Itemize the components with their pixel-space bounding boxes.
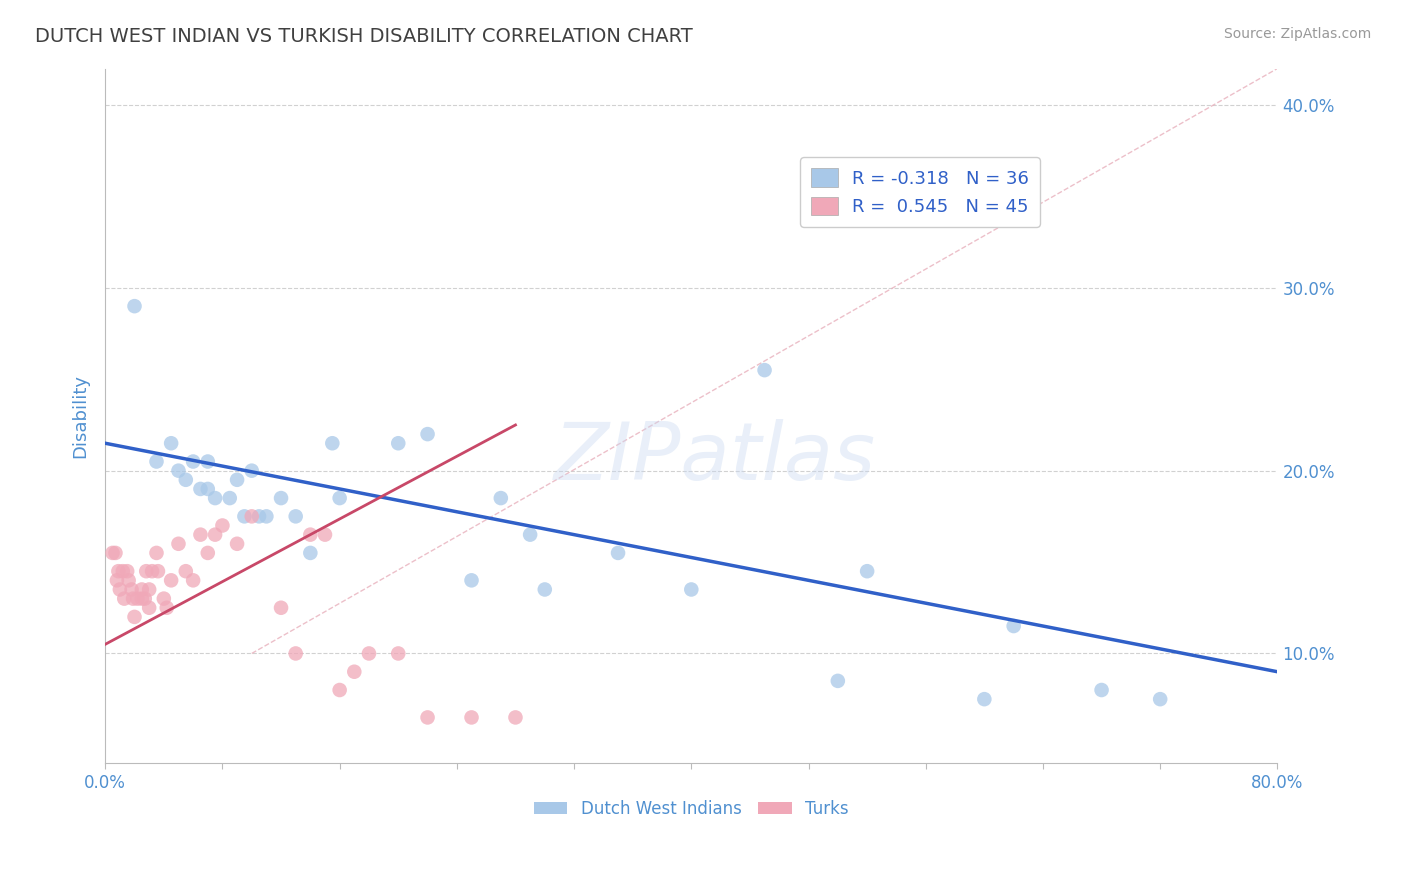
Point (754, 363, 776, 377)
Point (284, 647, 307, 661)
Point (124, 299, 146, 313)
Point (134, 591, 156, 606)
Point (156, 600, 179, 615)
Point (197, 482, 219, 496)
Point (284, 509, 307, 524)
Point (681, 582, 703, 597)
Point (357, 647, 380, 661)
Point (105, 574, 128, 588)
Point (181, 454, 204, 468)
Point (153, 591, 176, 606)
Point (190, 527, 212, 541)
Text: DUTCH WEST INDIAN VS TURKISH DISABILITY CORRELATION CHART: DUTCH WEST INDIAN VS TURKISH DISABILITY … (35, 27, 693, 45)
Point (124, 610, 146, 624)
Point (197, 546, 219, 560)
Legend: Dutch West Indians, Turks: Dutch West Indians, Turks (527, 793, 855, 824)
Point (329, 683, 352, 698)
Point (973, 692, 995, 706)
Point (118, 574, 141, 588)
Point (460, 710, 482, 724)
Point (112, 591, 135, 606)
Point (827, 673, 849, 688)
Point (233, 509, 256, 524)
Point (416, 427, 439, 442)
Point (1149, 692, 1171, 706)
Point (138, 582, 160, 597)
Text: ZIPatlas: ZIPatlas (554, 418, 876, 497)
Point (387, 436, 409, 450)
Point (607, 546, 630, 560)
Point (107, 564, 129, 578)
Point (270, 600, 292, 615)
Point (131, 582, 153, 597)
Point (127, 591, 149, 606)
Point (167, 464, 190, 478)
Point (240, 464, 263, 478)
Point (197, 454, 219, 468)
Point (115, 564, 138, 578)
Point (533, 582, 555, 597)
Point (160, 574, 183, 588)
Point (108, 582, 131, 597)
Point (146, 564, 169, 578)
Point (416, 710, 439, 724)
Point (329, 491, 352, 505)
Point (131, 591, 153, 606)
Point (204, 491, 226, 505)
Point (856, 564, 879, 578)
Point (1090, 683, 1112, 698)
Point (505, 710, 527, 724)
Point (141, 564, 163, 578)
Point (104, 546, 127, 560)
Point (247, 509, 270, 524)
Point (460, 574, 482, 588)
Point (489, 491, 512, 505)
Point (321, 436, 343, 450)
Point (122, 591, 145, 606)
Point (174, 473, 197, 487)
Point (218, 491, 240, 505)
Point (299, 527, 322, 541)
Point (387, 647, 409, 661)
Point (226, 473, 249, 487)
Point (121, 582, 143, 597)
Point (181, 574, 204, 588)
Point (240, 509, 263, 524)
Point (343, 665, 366, 679)
Point (135, 564, 157, 578)
Point (270, 491, 292, 505)
Point (226, 537, 249, 551)
Point (101, 546, 124, 560)
Y-axis label: Disability: Disability (72, 374, 89, 458)
Point (314, 527, 336, 541)
Point (138, 600, 160, 615)
Point (299, 546, 322, 560)
Point (145, 546, 167, 560)
Point (160, 436, 183, 450)
Point (167, 537, 190, 551)
Text: Source: ZipAtlas.com: Source: ZipAtlas.com (1223, 27, 1371, 41)
Point (174, 564, 197, 578)
Point (204, 527, 226, 541)
Point (190, 482, 212, 496)
Point (211, 518, 233, 533)
Point (145, 454, 167, 468)
Point (519, 527, 541, 541)
Point (111, 564, 134, 578)
Point (254, 509, 277, 524)
Point (1002, 619, 1025, 633)
